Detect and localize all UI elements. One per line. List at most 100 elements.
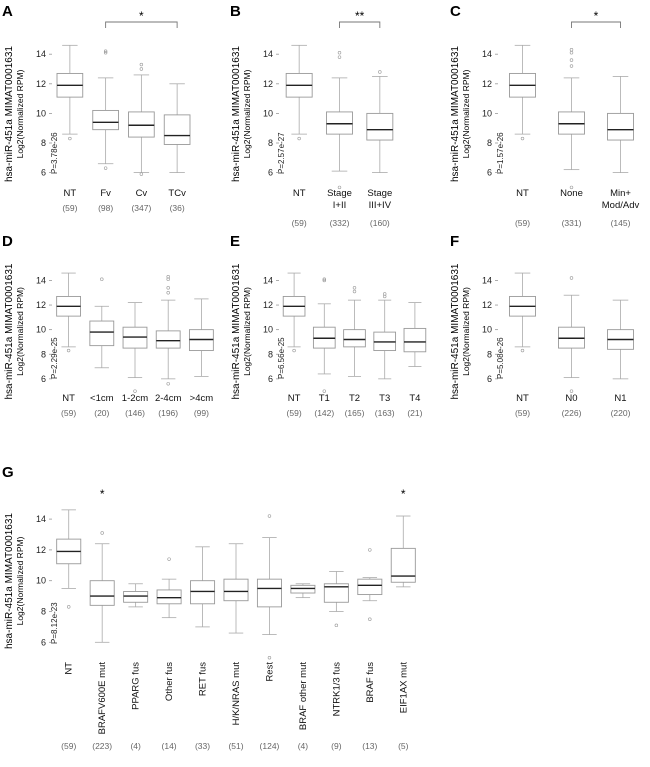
outlier-point [569, 185, 574, 190]
x-category-label-line2: Mod/Adv [602, 200, 640, 211]
x-category-label: Min+ [610, 188, 631, 199]
x-category-count: (20) [94, 408, 109, 418]
outlier-point [569, 64, 574, 68]
y-tick-label: 12 [482, 300, 492, 310]
iqr-box [343, 329, 366, 348]
panel-letter: E [230, 233, 240, 250]
outlier-point [139, 62, 144, 67]
x-category-label: Stage [327, 188, 352, 199]
outlier-point [267, 655, 272, 660]
box-f-2 [607, 299, 634, 380]
iqr-box [390, 547, 416, 583]
iqr-box [163, 114, 191, 145]
y-tick-label: 10 [263, 325, 273, 335]
outlier-point [100, 277, 104, 281]
y-axis-label: hsa-miR-451a MIMAT0001631 [450, 46, 461, 182]
x-category-label: NTRK1/3 fus [331, 662, 342, 717]
outlier-point [368, 548, 372, 552]
y-tick-label: 8 [268, 349, 273, 359]
significance-stars: * [594, 9, 599, 23]
x-category-label: <1cm [90, 393, 114, 404]
y-axis-label-unit: Log2(Normalized RPM) [461, 69, 471, 158]
outlier-point [520, 348, 525, 353]
x-category-label: NT [516, 188, 529, 199]
box-d-2 [122, 302, 148, 393]
outlier-point [569, 51, 574, 55]
box-e-3 [373, 292, 397, 380]
panel-letter: A [2, 3, 13, 20]
y-axis-label: hsa-miR-451a MIMAT0001631 [4, 513, 15, 649]
y-axis-label-unit: Log2(Normalized RPM) [242, 69, 252, 158]
iqr-box [323, 583, 349, 603]
x-category-label: EIF1AX mut [398, 662, 409, 714]
box-c-1 [558, 48, 585, 190]
outlier-point [337, 55, 342, 59]
x-category-count: (163) [375, 408, 395, 418]
box-e-0 [282, 272, 306, 353]
y-tick-label: 14 [263, 275, 273, 285]
outlier-point [569, 48, 574, 52]
x-category-label: BRAF fus [365, 662, 376, 703]
box-b-0 [285, 44, 313, 141]
significance-bracket [105, 21, 178, 28]
y-tick-label: 6 [487, 168, 492, 178]
significance-star: * [401, 487, 406, 501]
iqr-box [89, 580, 115, 606]
y-tick-label: 14 [482, 49, 492, 59]
box-g-7 [290, 583, 316, 599]
x-category-label: NT [62, 393, 75, 404]
iqr-box [607, 112, 634, 141]
box-e-2 [343, 286, 366, 377]
outlier-point [100, 531, 104, 535]
outlier-point [337, 185, 342, 190]
outlier-point [569, 58, 574, 62]
iqr-box [155, 330, 181, 349]
iqr-box [290, 584, 316, 594]
significance-star: * [100, 487, 105, 501]
outlier-point [166, 382, 170, 386]
x-category-label: 2-4cm [155, 393, 181, 404]
x-category-label: NT [293, 188, 306, 199]
significance-bracket [571, 21, 621, 28]
outlier-point [322, 278, 326, 283]
x-category-count: (51) [228, 741, 243, 751]
x-category-count: (226) [562, 408, 582, 418]
y-tick-label: 8 [41, 138, 46, 148]
box-e-1 [312, 277, 336, 393]
y-axis-label-unit: Log2(Normalized RPM) [15, 69, 25, 158]
outlier-point [133, 389, 137, 393]
iqr-box [558, 111, 585, 135]
y-tick-label: 12 [36, 79, 46, 89]
box-a-1 [92, 49, 119, 170]
x-category-label-line2: I+II [333, 200, 346, 211]
box-d-3 [155, 275, 181, 386]
box-g-4 [190, 546, 216, 628]
x-category-count: (160) [370, 218, 390, 228]
p-value: P=2.29e-25 [50, 337, 59, 379]
x-category-count: (145) [611, 218, 631, 228]
x-category-count: (220) [611, 408, 631, 418]
x-category-count: (14) [162, 741, 177, 751]
outlier-point [383, 294, 387, 299]
x-category-count: (142) [314, 408, 334, 418]
panel-letter: C [450, 3, 461, 20]
outlier-point [569, 389, 574, 393]
y-tick-label: 12 [263, 300, 273, 310]
y-tick-label: 6 [268, 168, 273, 178]
box-d-0 [56, 272, 82, 353]
x-category-count: (59) [515, 218, 530, 228]
y-tick-label: 12 [482, 79, 492, 89]
x-category-label: BRAFV600E mut [97, 662, 108, 735]
box-a-0 [56, 44, 84, 141]
x-category-label: NT [64, 662, 75, 675]
p-value: P=6.56e-25 [277, 337, 286, 379]
iqr-box [128, 111, 155, 138]
x-category-count: (59) [515, 408, 530, 418]
x-category-label: TCv [168, 188, 186, 199]
iqr-box [190, 580, 216, 605]
x-category-label: PPARG fus [131, 662, 142, 710]
x-category-label: RET fus [198, 662, 209, 696]
box-b-1 [326, 51, 353, 190]
